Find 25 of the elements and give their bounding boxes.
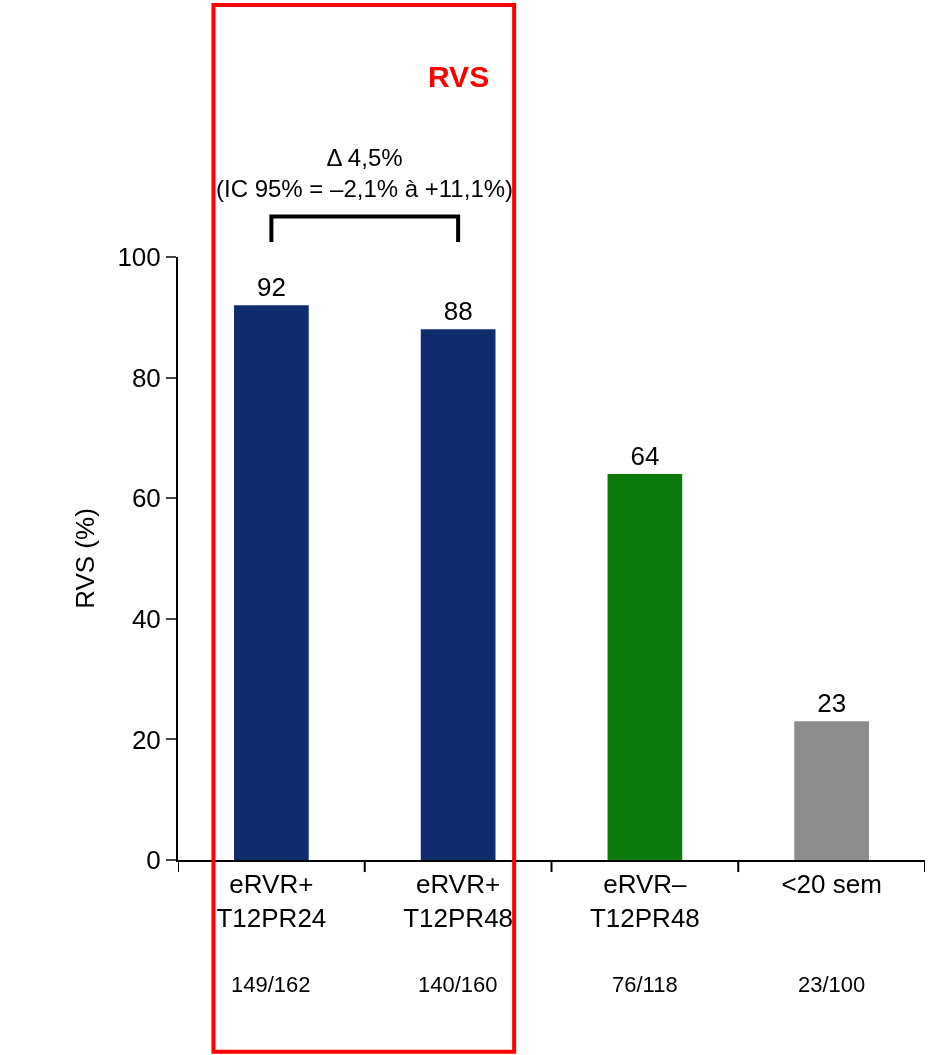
bar (607, 474, 683, 860)
text: 149/162 (231, 972, 311, 997)
x-tick-label: eRVR– T12PR48 (589, 869, 700, 933)
y-tick-label: 60 (131, 483, 161, 514)
y-axis-title: RVS (%) (70, 508, 101, 609)
data-label: 88 (443, 296, 473, 327)
text: 140/160 (418, 972, 498, 997)
y-tick-label: 40 (131, 603, 161, 634)
x-tick-label: <20 sem (781, 869, 882, 900)
bar (420, 329, 496, 860)
y-tick-label: 20 (131, 724, 161, 755)
bar (234, 305, 309, 860)
data-label: 92 (256, 272, 286, 303)
data-label: 23 (817, 688, 847, 719)
y-tick-label: 0 (146, 845, 161, 876)
y-tick-label: 100 (117, 242, 161, 273)
y-tick-label: 80 (131, 362, 161, 393)
bar (794, 721, 869, 860)
text: Δ 4,5% (IC 95% = –2,1% à +11,1%) (216, 144, 514, 203)
text: 23/100 (798, 972, 866, 997)
text: RVS (428, 60, 490, 93)
text: 76/118 (612, 972, 678, 997)
data-label: 64 (630, 441, 660, 472)
x-tick-label: eRVR+ T12PR48 (403, 869, 514, 933)
x-tick-label: eRVR+ T12PR24 (216, 869, 327, 933)
